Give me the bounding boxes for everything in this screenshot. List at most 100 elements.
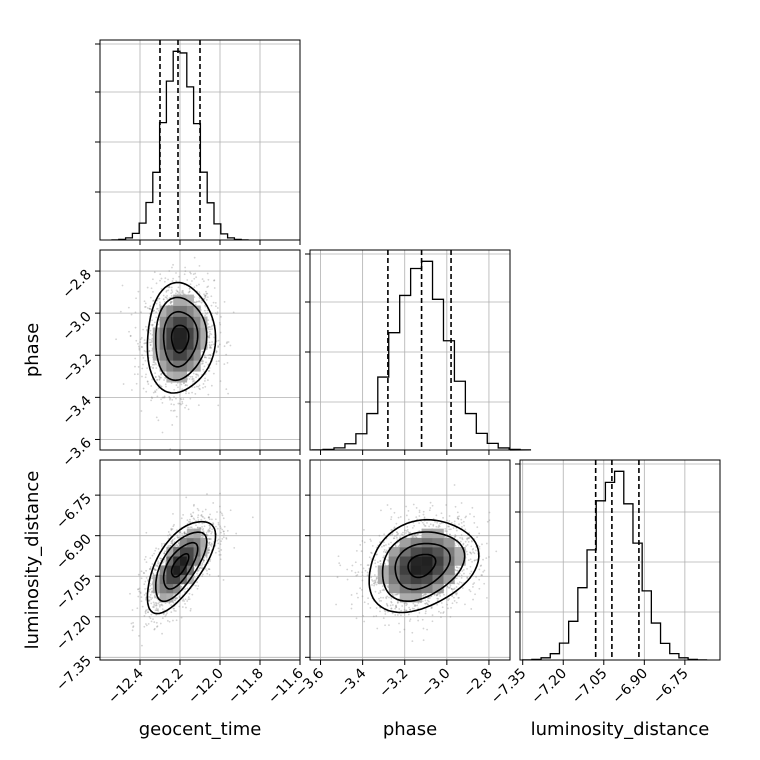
sample-point (175, 272, 177, 274)
sample-point (160, 376, 162, 379)
sample-point (170, 301, 173, 304)
sample-point (449, 584, 452, 587)
sample-point (137, 595, 140, 598)
sample-point (143, 614, 146, 617)
sample-point (480, 574, 483, 576)
sample-point (399, 536, 402, 539)
sample-point (177, 291, 180, 294)
sample-point (462, 569, 465, 571)
sample-point (360, 550, 363, 553)
x-tick-label: −7.20 (528, 666, 570, 708)
sample-point (142, 357, 145, 359)
sample-point (206, 286, 209, 289)
sample-point (220, 540, 223, 543)
sample-point (220, 315, 222, 318)
sample-point (204, 295, 207, 297)
sample-point (157, 297, 160, 300)
sample-point (201, 536, 203, 538)
sample-point (159, 279, 161, 282)
sample-point (146, 380, 149, 383)
sample-point (210, 538, 212, 540)
sample-point (184, 266, 187, 269)
sample-point (217, 538, 220, 541)
sample-point (384, 583, 387, 586)
sample-point (201, 360, 204, 363)
sample-point (448, 587, 451, 589)
sample-point (168, 395, 171, 398)
sample-point (165, 296, 168, 299)
sample-point (208, 538, 211, 540)
sample-point (214, 518, 217, 521)
sample-point (208, 353, 211, 356)
sample-point (197, 385, 200, 388)
sample-point (187, 408, 190, 411)
sample-point (149, 344, 152, 346)
sample-point (225, 353, 228, 356)
sample-point (162, 561, 165, 563)
sample-point (171, 398, 174, 401)
sample-point (130, 622, 133, 625)
sample-point (361, 595, 364, 598)
sample-point (154, 604, 157, 607)
density-cell (200, 547, 208, 557)
panel-frame (99, 249, 301, 451)
sample-point (454, 535, 457, 538)
sample-point (408, 606, 410, 609)
sample-point (200, 566, 203, 569)
sample-point (156, 565, 159, 568)
contour-line (146, 520, 217, 615)
sample-point (439, 612, 442, 614)
sample-point (148, 590, 151, 593)
sample-point (212, 343, 215, 346)
sample-point (450, 606, 452, 609)
sample-point (167, 544, 170, 547)
sample-point (152, 367, 154, 370)
sample-point (153, 567, 156, 570)
sample-point (141, 346, 143, 349)
sample-point (373, 579, 376, 582)
sample-point (206, 534, 209, 537)
sample-point (144, 611, 147, 613)
sample-point (205, 356, 208, 359)
sample-point (202, 516, 204, 518)
sample-point (189, 376, 192, 378)
sample-point (201, 563, 204, 566)
sample-point (201, 575, 204, 578)
sample-point (166, 298, 169, 300)
sample-point (149, 308, 152, 310)
sample-point (188, 592, 191, 595)
sample-point (150, 396, 153, 399)
sample-point (151, 378, 154, 381)
sample-point (208, 343, 211, 346)
sample-point (163, 552, 166, 555)
sample-point (218, 505, 221, 508)
sample-point (455, 535, 457, 537)
sample-point (189, 397, 192, 400)
sample-point (170, 604, 173, 607)
sample-point (157, 309, 160, 312)
sample-point (147, 611, 149, 613)
sample-point (174, 610, 177, 612)
sample-point (462, 543, 465, 546)
sample-point (397, 516, 400, 519)
sample-point (218, 550, 220, 553)
sample-point (350, 603, 353, 606)
sample-point (168, 297, 171, 299)
sample-point (202, 527, 205, 530)
sample-point (134, 365, 136, 368)
sample-point (442, 516, 444, 519)
sample-point (170, 611, 173, 614)
sample-point (154, 549, 157, 552)
sample-point (190, 515, 193, 518)
sample-point (149, 344, 152, 346)
sample-point (158, 383, 161, 386)
sample-point (150, 366, 152, 368)
sample-point (204, 312, 207, 314)
sample-point (197, 300, 200, 303)
sample-point (219, 527, 222, 530)
sample-point (424, 525, 427, 527)
density-cell (159, 360, 167, 372)
sample-point (379, 591, 382, 594)
sample-point (199, 567, 202, 569)
sample-point (154, 362, 157, 365)
